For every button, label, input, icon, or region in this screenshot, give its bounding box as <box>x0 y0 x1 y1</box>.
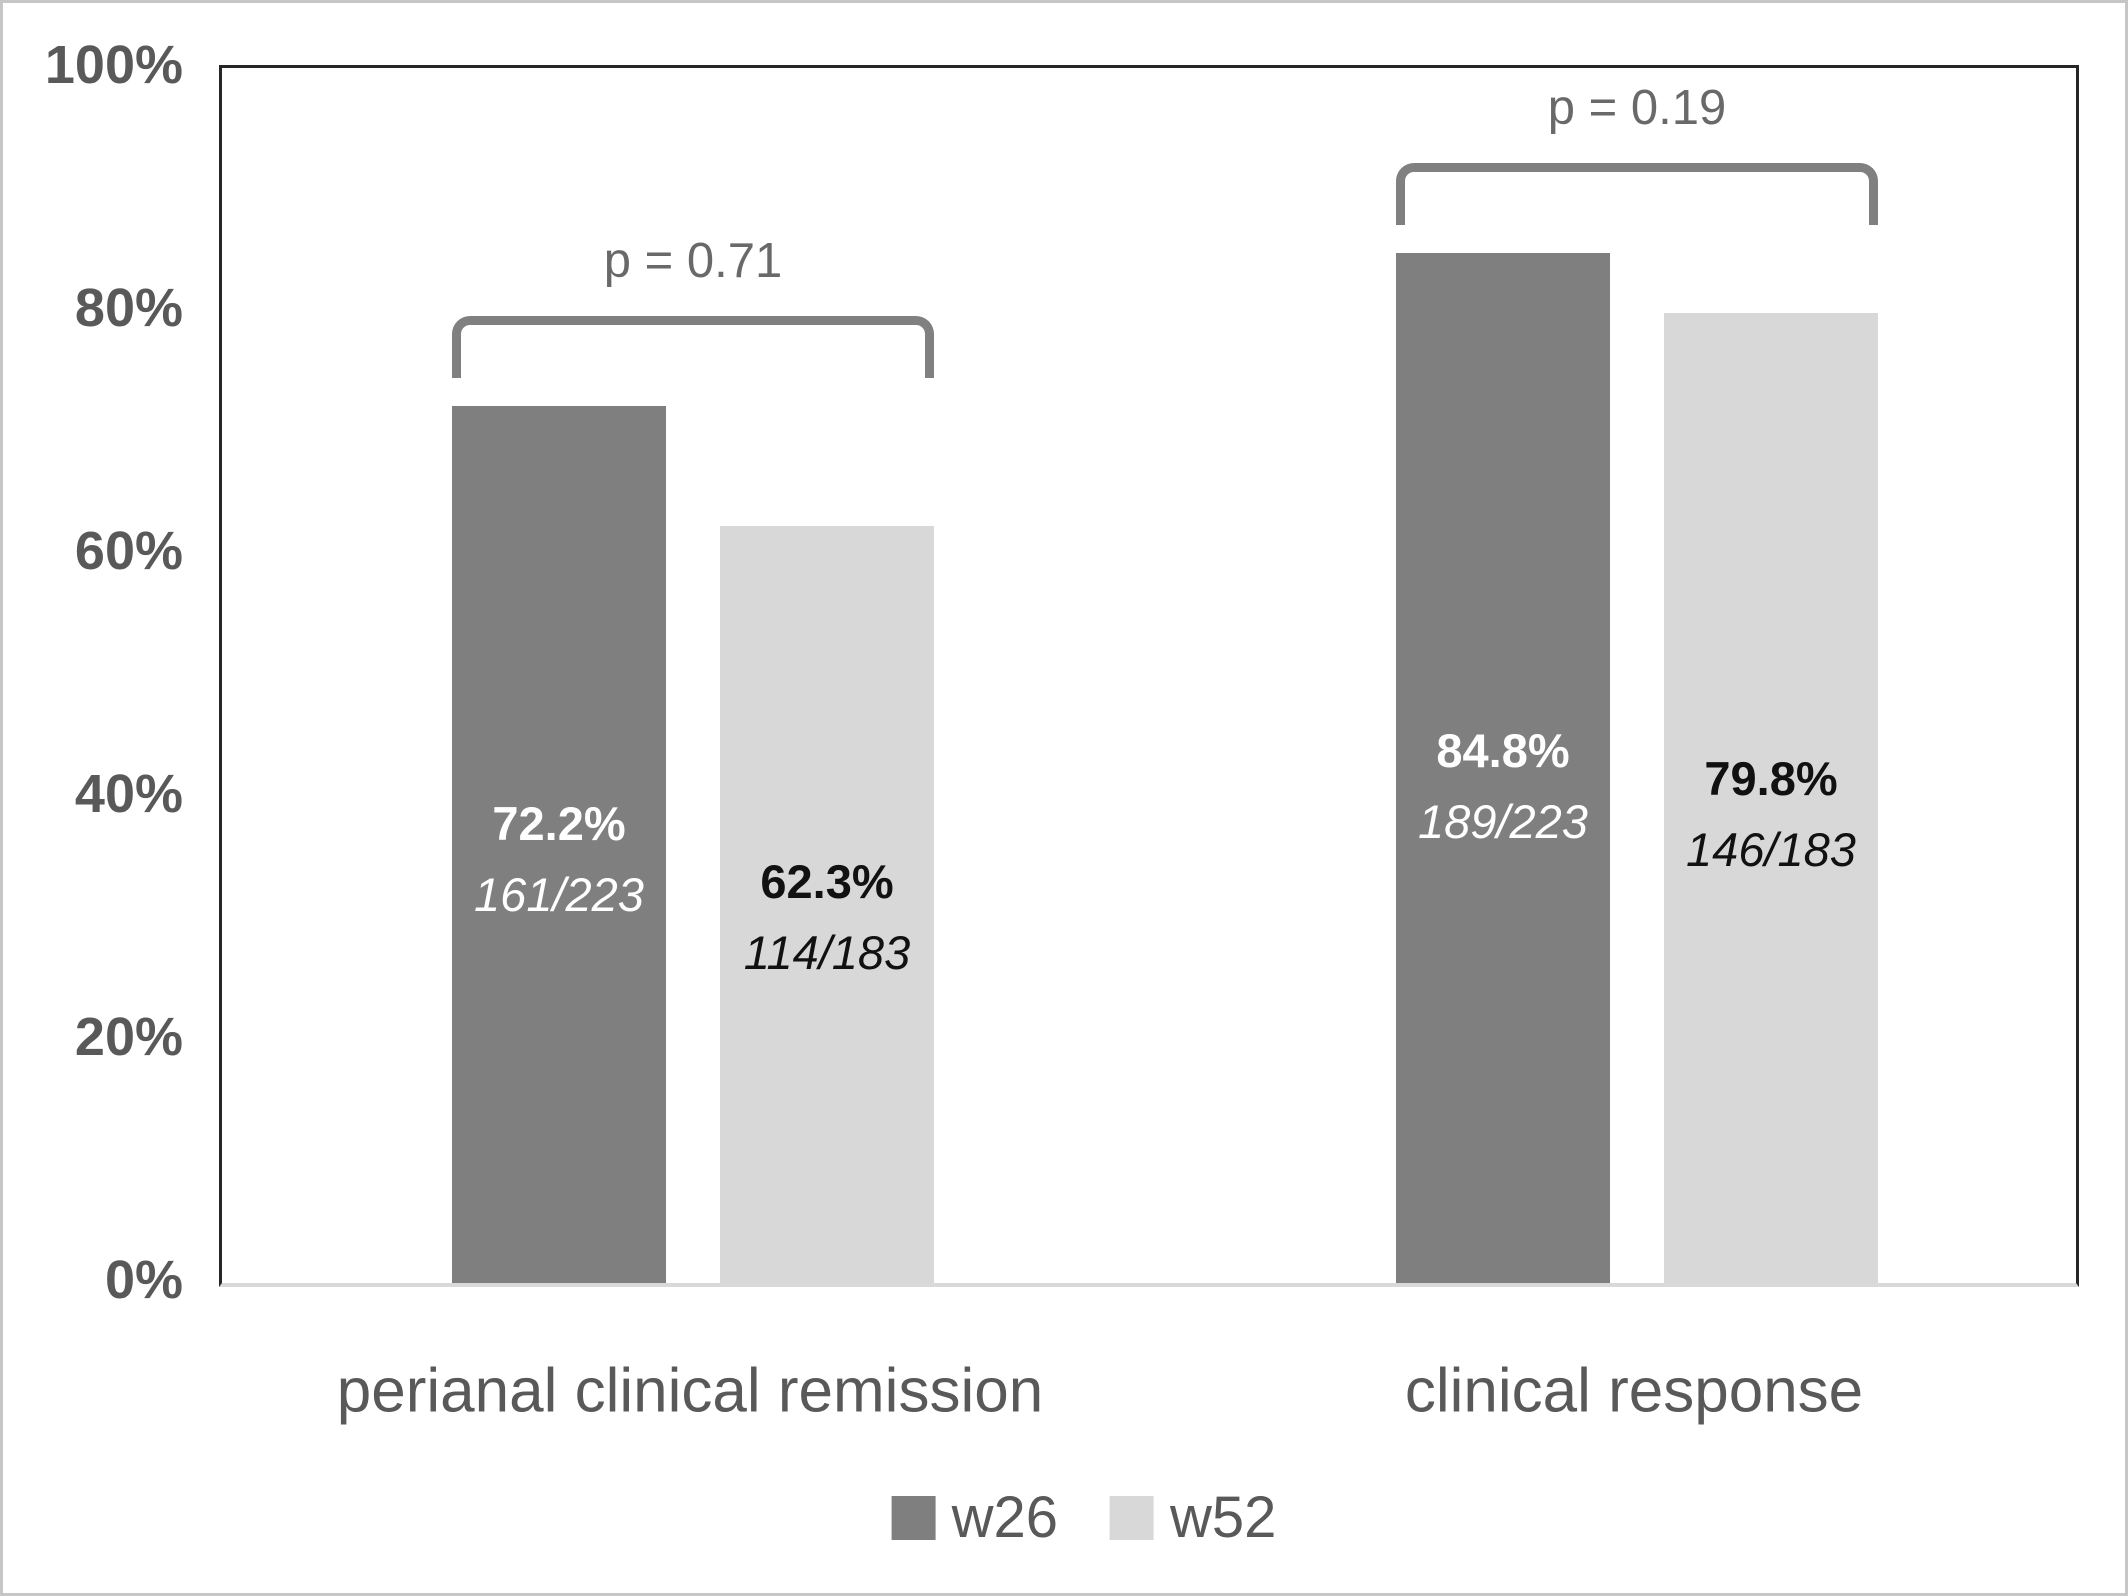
y-axis-tick-label-40pct: 40% <box>74 764 183 824</box>
legend-entry-w52: w52 <box>1110 1489 1276 1547</box>
p-value-label-1: p = 0.71 <box>603 234 783 288</box>
bar-value-label: 62.3% <box>760 855 894 908</box>
significance-bracket-2 <box>1396 163 1878 225</box>
category-label-1: perianal clinical remission <box>336 1356 1044 1426</box>
y-axis-tick-label-80pct: 80% <box>74 278 183 338</box>
legend-label-w26: w26 <box>951 1485 1058 1550</box>
bar-w52-category-1: 62.3% 114/183 <box>720 526 934 1283</box>
bar-label-block: 79.8% 146/183 <box>1664 743 1878 885</box>
bar-value-label: 84.8% <box>1436 724 1570 777</box>
plot-area: 72.2% 161/223 62.3% 114/183 p = 0.71 84.8% 189… <box>219 65 2079 1287</box>
bar-value-label: 72.2% <box>492 797 626 850</box>
bar-w52-category-2: 79.8% 146/183 <box>1664 313 1878 1283</box>
p-value-label-2: p = 0.19 <box>1547 81 1727 135</box>
bar-fraction-label: 114/183 <box>743 926 911 979</box>
bar-label-block: 62.3% 114/183 <box>720 846 934 988</box>
bar-value-label: 79.8% <box>1704 752 1838 805</box>
category-label-2: clinical response <box>1404 1356 1864 1426</box>
y-axis-tick-label-20pct: 20% <box>74 1007 183 1067</box>
bar-fraction-label: 161/223 <box>474 868 644 921</box>
bar-w26-category-1: 72.2% 161/223 <box>452 406 666 1283</box>
legend: w26 w52 <box>891 1485 1276 1550</box>
bar-w26-category-2: 84.8% 189/223 <box>1396 253 1610 1283</box>
legend-swatch-w26 <box>891 1496 936 1540</box>
bar-fraction-label: 146/183 <box>1686 823 1856 876</box>
bar-label-block: 84.8% 189/223 <box>1396 715 1610 857</box>
y-axis-tick-label-100pct: 100% <box>44 35 183 95</box>
y-axis-tick-label-60pct: 60% <box>74 521 183 581</box>
bar-label-block: 72.2% 161/223 <box>452 788 666 930</box>
y-axis-tick-label-0pct: 0% <box>104 1250 183 1310</box>
significance-bracket-1 <box>452 316 934 378</box>
legend-label-w52: w52 <box>1170 1485 1277 1550</box>
legend-entry-w26: w26 <box>891 1485 1058 1550</box>
legend-swatch-w52 <box>1110 1496 1154 1540</box>
bar-fraction-label: 189/223 <box>1418 795 1588 848</box>
